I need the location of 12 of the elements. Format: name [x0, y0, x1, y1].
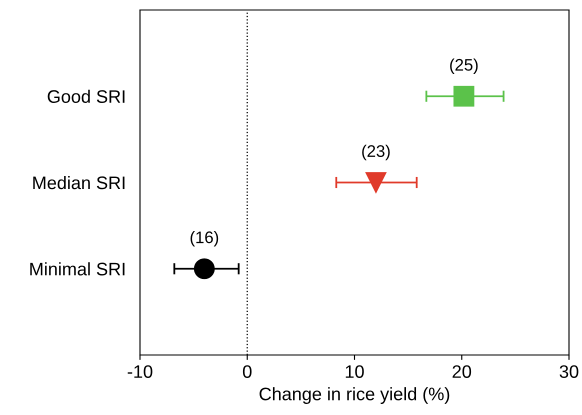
annotation: (23) [362, 144, 390, 160]
x-tick-label: 0 [242, 365, 252, 378]
x-tick-label: -10 [128, 365, 152, 378]
annotation: (25) [450, 58, 478, 74]
x-tick-label: 20 [452, 365, 472, 378]
y-tick-label: Median SRI [33, 176, 124, 190]
y-tick-label: Good SRI [48, 90, 124, 103]
x-tick-label: 30 [560, 365, 578, 378]
x-tick-label: 10 [346, 365, 364, 378]
x-axis-title: Change in rice yield (%) [260, 387, 450, 404]
annotation: (16) [190, 230, 218, 247]
y-tick-label: Minimal SRI [30, 262, 124, 276]
